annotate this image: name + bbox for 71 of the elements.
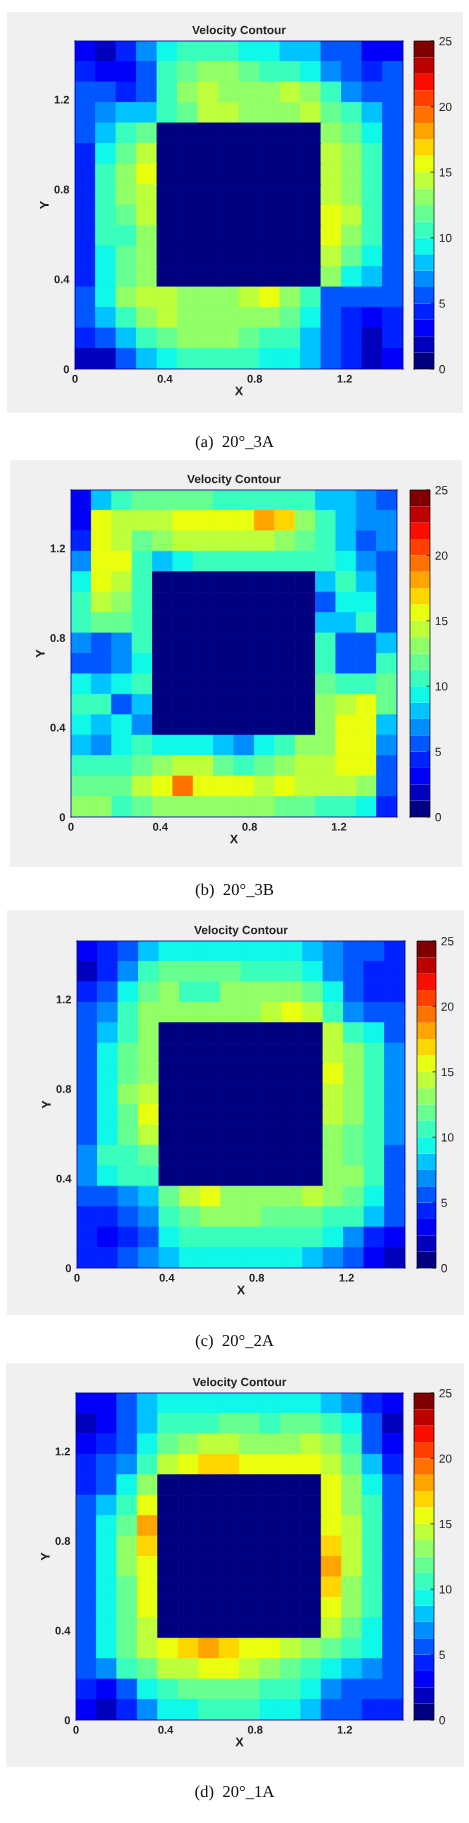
chart-title: Velocity Contour	[194, 925, 288, 937]
color-bar-label: 15	[439, 1519, 452, 1529]
color-bar-label: 15	[435, 616, 448, 626]
x-tick-label: 0.8	[247, 1725, 263, 1734]
color-bar-label: 5	[441, 1198, 447, 1207]
y-tick-label: 0.4	[54, 275, 70, 284]
text: (c) 20°_2A	[195, 1334, 274, 1350]
color-bar-label: 0	[439, 365, 445, 374]
color-bar-label: 10	[439, 233, 452, 243]
y-axis-title: Y	[36, 649, 45, 658]
x-tick-label: 1.2	[339, 1273, 354, 1282]
x-tick-label: 0.4	[158, 1725, 174, 1734]
chart-title: Velocity Contour	[192, 25, 286, 37]
color-bar-label: 0	[435, 813, 441, 822]
y-tick-label: 1.2	[56, 995, 71, 1004]
x-tick-label: 0.8	[249, 1273, 265, 1282]
color-bar-label: 10	[441, 1133, 454, 1142]
x-tick-label: 0.8	[247, 374, 263, 383]
chart-title: Velocity Contour	[187, 474, 281, 486]
y-tick-label: 1.2	[54, 95, 69, 104]
x-axis-title: X	[235, 1737, 244, 1747]
chart-title: Velocity Contour	[192, 1377, 287, 1389]
x-tick-label: 0	[73, 1725, 79, 1734]
y-tick-label: 0.8	[50, 634, 66, 642]
text: (b) 20°_3B	[195, 883, 274, 899]
color-bar-label: 20	[439, 102, 452, 111]
y-axis-title: Y	[42, 1100, 51, 1109]
x-axis-title: X	[236, 1285, 246, 1295]
x-axis-title: X	[234, 386, 244, 396]
y-tick-label: 0.4	[50, 723, 66, 732]
color-bar-label: 5	[439, 1650, 445, 1659]
color-bar-label: 10	[435, 682, 448, 691]
color-bar-label: 5	[439, 299, 445, 308]
y-tick-label: 1.2	[50, 544, 65, 553]
color-bar-label: 0	[439, 1716, 445, 1725]
x-tick-label: 1.2	[337, 374, 352, 383]
color-bar-label: 25	[439, 37, 452, 46]
color-bar-label: 15	[441, 1067, 454, 1077]
text: (d) 20°_1A	[195, 1785, 275, 1801]
y-tick-label: 0	[59, 813, 65, 822]
y-tick-label: 0	[65, 1264, 71, 1273]
x-tick-label: 0.8	[242, 822, 258, 831]
x-tick-label: 0.4	[153, 822, 168, 831]
y-tick-label: 1.2	[55, 1447, 70, 1456]
text: (a) 20°_3A	[195, 435, 274, 451]
y-axis-title: Y	[41, 1552, 50, 1561]
y-tick-label: 0.4	[55, 1626, 71, 1635]
x-tick-label: 0.4	[157, 374, 173, 383]
y-axis-title: Y	[40, 201, 49, 209]
color-bar-label: 25	[435, 486, 448, 495]
color-bar-label: 25	[441, 937, 454, 946]
y-tick-label: 0.4	[56, 1174, 72, 1183]
y-tick-label: 0	[63, 365, 69, 374]
color-bar-label: 20	[439, 1454, 452, 1463]
x-tick-label: 0.4	[159, 1273, 175, 1282]
y-tick-label: 0.8	[56, 1085, 72, 1093]
x-tick-label: 1.2	[337, 1725, 353, 1734]
x-tick-label: 0	[72, 374, 78, 383]
y-tick-label: 0.8	[54, 185, 70, 194]
color-bar-label: 15	[439, 168, 452, 177]
color-bar-label: 10	[439, 1585, 452, 1594]
color-bar-label: 20	[441, 1002, 454, 1011]
color-bar-label: 20	[435, 551, 448, 560]
x-tick-label: 0	[74, 1273, 80, 1282]
y-tick-label: 0.8	[55, 1537, 71, 1545]
color-bar-label: 25	[439, 1389, 452, 1398]
x-tick-label: 1.2	[331, 822, 347, 831]
color-bar-label: 0	[441, 1264, 447, 1273]
color-bar-label: 5	[435, 747, 441, 756]
x-axis-title: X	[229, 834, 239, 844]
y-tick-label: 0	[64, 1716, 70, 1725]
